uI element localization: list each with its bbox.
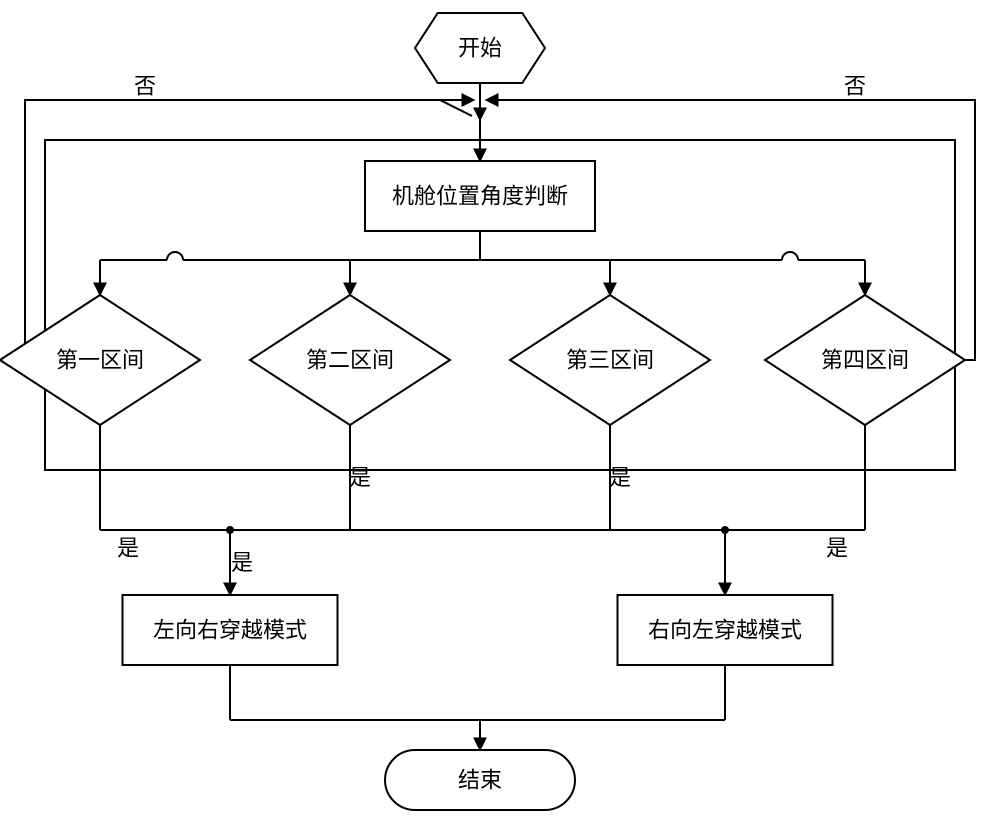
svg-text:是: 是 [826,536,848,561]
start: 开始 [415,13,545,83]
judge-label: 机舱位置角度判断 [392,184,568,209]
modeR-label: 右向左穿越模式 [648,618,802,643]
d2: 第二区间 [250,295,450,425]
svg-text:是: 是 [231,550,253,575]
svg-text:是: 是 [609,465,631,490]
d3: 第三区间 [510,295,710,425]
svg-text:是: 是 [117,536,139,561]
d1: 第一区间 [0,295,200,425]
svg-text:是: 是 [349,465,371,490]
d1-label: 第一区间 [56,348,144,373]
d4-label: 第四区间 [821,348,909,373]
d4: 第四区间 [765,295,965,425]
end-label: 结束 [458,768,502,793]
modeR: 右向左穿越模式 [618,595,833,665]
d2-label: 第二区间 [306,348,394,373]
end: 结束 [385,750,575,810]
svg-text:否: 否 [844,74,866,99]
judge: 机舱位置角度判断 [365,161,595,231]
modeL: 左向右穿越模式 [123,595,338,665]
d3-label: 第三区间 [566,348,654,373]
svg-text:否: 否 [134,74,156,99]
start-label: 开始 [458,36,502,61]
modeL-label: 左向右穿越模式 [153,618,307,643]
